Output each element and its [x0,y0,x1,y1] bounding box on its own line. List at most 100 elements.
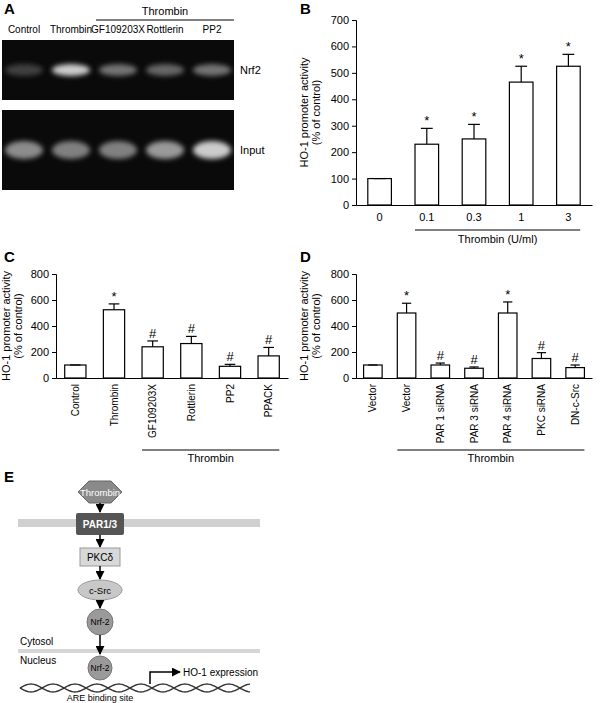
tick-label: 600 [331,40,349,52]
significance-mark: * [424,113,429,128]
lane-label: PP2 [203,24,222,35]
error-bar [191,336,192,343]
error-cap [368,364,377,365]
tick-label: 300 [331,120,349,132]
dna-strand [20,684,250,692]
gel-band [146,141,184,159]
x-tick: 0 [377,211,383,223]
node-shape [80,548,120,566]
bar [368,179,392,205]
tick-label: Vector [401,383,412,412]
gel-band [193,64,231,76]
dna-strand [20,684,250,692]
x-tick: Control [70,384,81,416]
y-axis-title: (% of control) [310,80,322,145]
lane-label: Rottlerin [146,24,183,35]
lane-label: GF109203X [91,24,145,35]
tick-label: 0.1 [419,211,434,223]
y-axis-title: HO-1 promoter activity [298,270,310,381]
tick-label: 0 [43,372,49,384]
group-label: Thrombin [187,452,233,464]
bar [65,365,86,378]
figure: B010020030040050060070000.10.313HO-1 pro… [0,0,600,703]
lane-label: Control [8,24,40,35]
bar [509,82,533,205]
node-label: PAR1/3 [83,519,118,530]
x-tick: 0.3 [466,211,481,223]
gel-background [2,110,234,190]
bar [532,359,551,379]
diagram-panel: EThrombinPAR1/3PKCδc-SrcNrf-2CytosolNucl… [4,468,260,703]
node-label: c-Src [89,585,111,596]
tick-label: Rottlerin [186,384,197,421]
tick-mark [52,300,56,301]
tick-label: 600 [31,294,49,306]
y-axis-title: HO-1 promoter activity [298,57,310,168]
significance-mark: # [188,321,196,336]
bar [462,139,486,205]
x-tick: PAR 3 siRNA [469,384,480,444]
x-tick: Thrombin [109,384,120,426]
tick-mark [52,352,56,353]
panel-1: C0200400600800ControlThrombinGF109203XRo… [0,248,289,464]
x-tick: 3 [565,211,571,223]
node-shape [76,513,124,535]
y-tick: 0 [43,372,56,384]
axis-line [352,275,357,379]
y-tick: 500 [331,67,356,79]
bar [103,310,124,378]
y-tick: 200 [31,346,56,358]
error-bar [473,124,474,139]
y-tick: 800 [331,268,356,280]
tick-label: 0.3 [466,211,481,223]
y-tick: 200 [331,346,356,358]
arrow [150,672,180,684]
tick-mark [52,378,56,379]
axis-line [357,378,593,379]
gel-band [52,141,90,159]
panel-label: A [4,0,15,17]
tick-mark [352,205,356,206]
significance-mark: # [265,332,273,347]
tick-label: PKC siRNA [536,384,547,436]
arrow [99,566,101,579]
error-bar [568,54,569,66]
plot-area [65,304,280,378]
y-tick: 0 [343,199,356,211]
y-tick: 600 [331,40,356,52]
node-shape [78,481,122,503]
compartment-label: Cytosol [20,636,53,647]
x-axis: 00.10.313 [357,206,593,223]
significance-mark: * [111,289,116,304]
y-tick: 400 [31,320,56,332]
gel-panel: AControlThrombinGF109203XRottlerinPP2Thr… [2,0,264,190]
tick-mark [352,152,356,153]
tick-label: PP2 [225,384,236,403]
significance-mark: # [538,338,546,353]
tick-mark [352,46,356,47]
tick-label: Control [70,384,81,416]
x-axis: ControlThrombinGF109203XRottlerinPP2PPAC… [57,379,289,438]
y-tick: 600 [331,294,356,306]
gel-band [5,141,43,159]
error-cap [70,364,81,365]
significance-mark: # [149,326,157,341]
axis-line [57,378,289,379]
bar [258,356,279,378]
error-bar [406,303,407,313]
x-tick: PPACK [263,384,274,417]
x-tick: 0.1 [419,211,434,223]
node-shape [87,609,113,635]
tick-label: 400 [31,320,49,332]
tick-label: Thrombin [109,384,120,426]
tick-label: 500 [331,67,349,79]
axis-line [52,275,57,379]
tick-label: 0 [343,199,349,211]
y-axis-title: HO-1 promoter activity [0,270,12,381]
gel-band [99,64,137,76]
membrane [18,519,260,527]
panel-label: E [4,468,14,485]
tick-mark [352,378,356,379]
y-axis: 0200400600800 [331,268,357,384]
tick-label: 0 [343,372,349,384]
